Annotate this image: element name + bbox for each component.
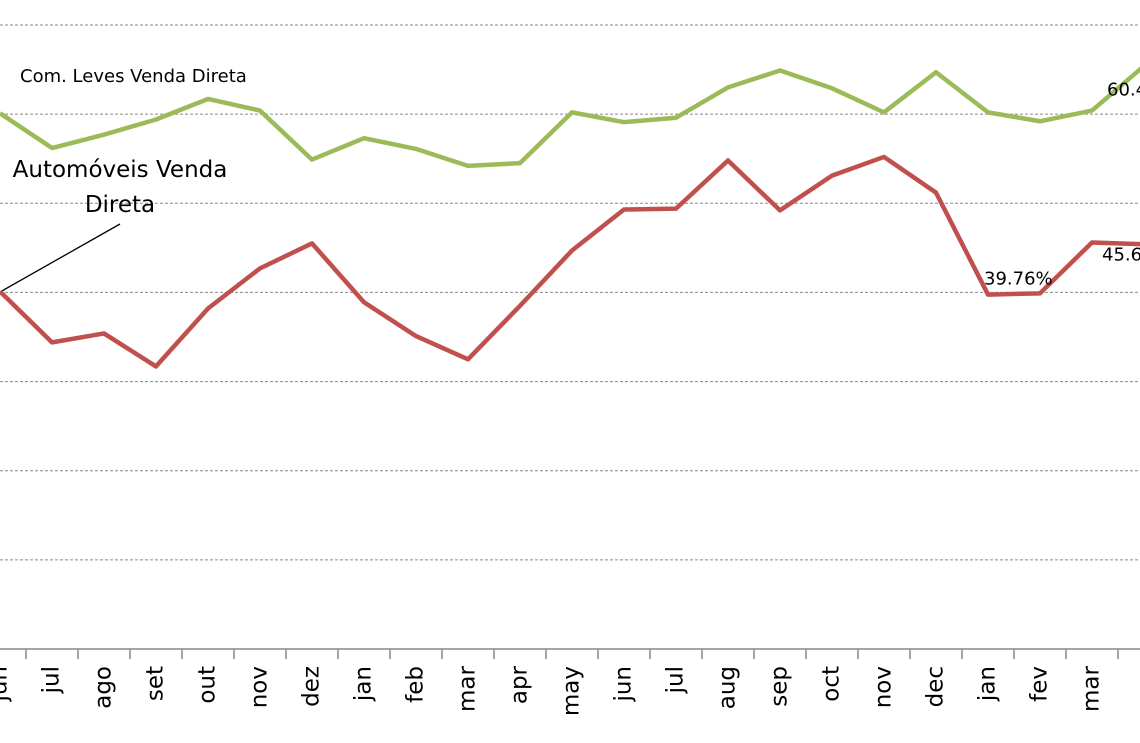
- x-tick-label: ago: [91, 666, 117, 709]
- x-tick-label: mar: [455, 665, 481, 711]
- x-tick-label: jul: [39, 666, 65, 694]
- x-tick-label: sep: [767, 666, 793, 707]
- x-tick-label: nov: [247, 666, 273, 708]
- x-tick-label: dec: [923, 666, 949, 707]
- series-line: [0, 154, 1140, 369]
- leader-line: [0, 223, 121, 293]
- x-tick-label: jun: [611, 666, 637, 703]
- x-tick-label: out: [195, 666, 221, 704]
- data-label: 45.6: [1102, 245, 1140, 266]
- x-tick-label: jul: [663, 666, 689, 694]
- x-tick-label: jan: [975, 666, 1001, 702]
- series-line: [0, 66, 1140, 169]
- x-tick-label: jan: [351, 666, 377, 702]
- x-tick-label: may: [559, 666, 585, 716]
- series-label: Com. Leves Venda Direta: [20, 66, 247, 87]
- x-tick-label: apr: [507, 665, 533, 704]
- x-tick-label: set: [143, 666, 169, 701]
- x-tick-label: aug: [715, 666, 741, 709]
- x-tick-label: feb: [403, 666, 429, 703]
- x-tick-label: dez: [299, 666, 325, 707]
- x-tick-label: mar: [1079, 665, 1105, 711]
- x-tick-label: oct: [819, 666, 845, 702]
- data-label: 39.76%: [984, 269, 1053, 290]
- data-label: 60.4: [1107, 80, 1140, 101]
- x-tick-label: fev: [1027, 666, 1053, 702]
- x-tick-label: nov: [871, 666, 897, 708]
- series-label: Automóveis Venda Direta: [12, 157, 228, 218]
- x-tick-label: jun: [0, 666, 13, 703]
